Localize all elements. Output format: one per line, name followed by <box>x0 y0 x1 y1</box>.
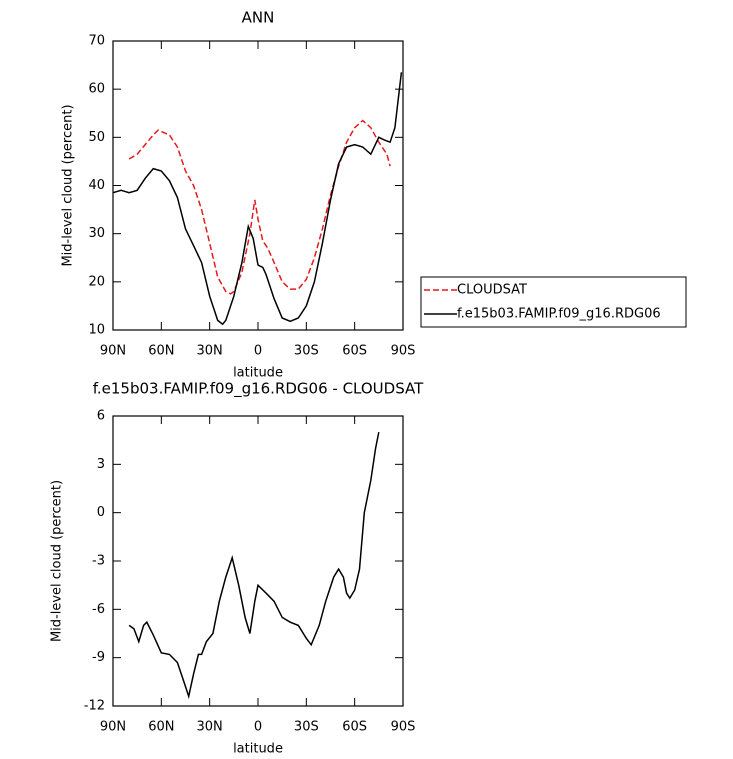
x-axis-label: latitude <box>233 742 283 757</box>
y-tick-label: -6 <box>92 602 105 617</box>
x-tick-label: 60S <box>342 720 367 735</box>
x-tick-label: 90S <box>391 720 416 735</box>
legend-box <box>420 276 687 328</box>
y-tick-label: 0 <box>97 505 105 520</box>
plot-frame <box>112 415 404 707</box>
y-tick-label: -12 <box>84 699 105 714</box>
y-tick-label: 3 <box>97 457 105 472</box>
x-tick-label: 0 <box>254 720 262 735</box>
y-axis-label: Mid-level cloud (percent) <box>61 104 76 266</box>
x-tick-label: 60N <box>148 344 174 359</box>
y-tick-label: 6 <box>97 409 105 424</box>
y-tick-label: 60 <box>88 82 105 97</box>
y-tick-label: 10 <box>88 323 105 338</box>
x-tick-label: 0 <box>254 344 262 359</box>
x-tick-label: 30N <box>197 720 223 735</box>
x-tick-label: 30S <box>294 344 319 359</box>
chart-title: ANN <box>242 9 275 27</box>
y-tick-label: 40 <box>88 178 105 193</box>
y-tick-label: 50 <box>88 130 105 145</box>
chart-title: f.e15b03.FAMIP.f09_g16.RDG06 - CLOUDSAT <box>93 380 424 399</box>
y-tick-label: 20 <box>88 274 105 289</box>
y-tick-label: -9 <box>92 650 105 665</box>
legend-label: CLOUDSAT <box>457 283 527 298</box>
data-line <box>128 119 391 295</box>
x-tick-label: 60S <box>342 344 367 359</box>
x-tick-label: 90N <box>100 344 126 359</box>
x-tick-label: 90S <box>391 344 416 359</box>
plot-frame <box>112 40 404 331</box>
x-axis-label: latitude <box>233 366 283 381</box>
x-tick-label: 90N <box>100 720 126 735</box>
y-tick-label: -3 <box>92 554 105 569</box>
x-tick-label: 30S <box>294 720 319 735</box>
x-tick-label: 60N <box>148 720 174 735</box>
legend-label: f.e15b03.FAMIP.f09_g16.RDG06 <box>457 307 661 322</box>
y-tick-label: 30 <box>88 226 105 241</box>
x-tick-label: 30N <box>197 344 223 359</box>
data-line <box>112 72 403 326</box>
y-tick-label: 70 <box>88 34 105 49</box>
y-axis-label: Mid-level cloud (percent) <box>50 480 65 642</box>
data-line <box>128 431 380 700</box>
